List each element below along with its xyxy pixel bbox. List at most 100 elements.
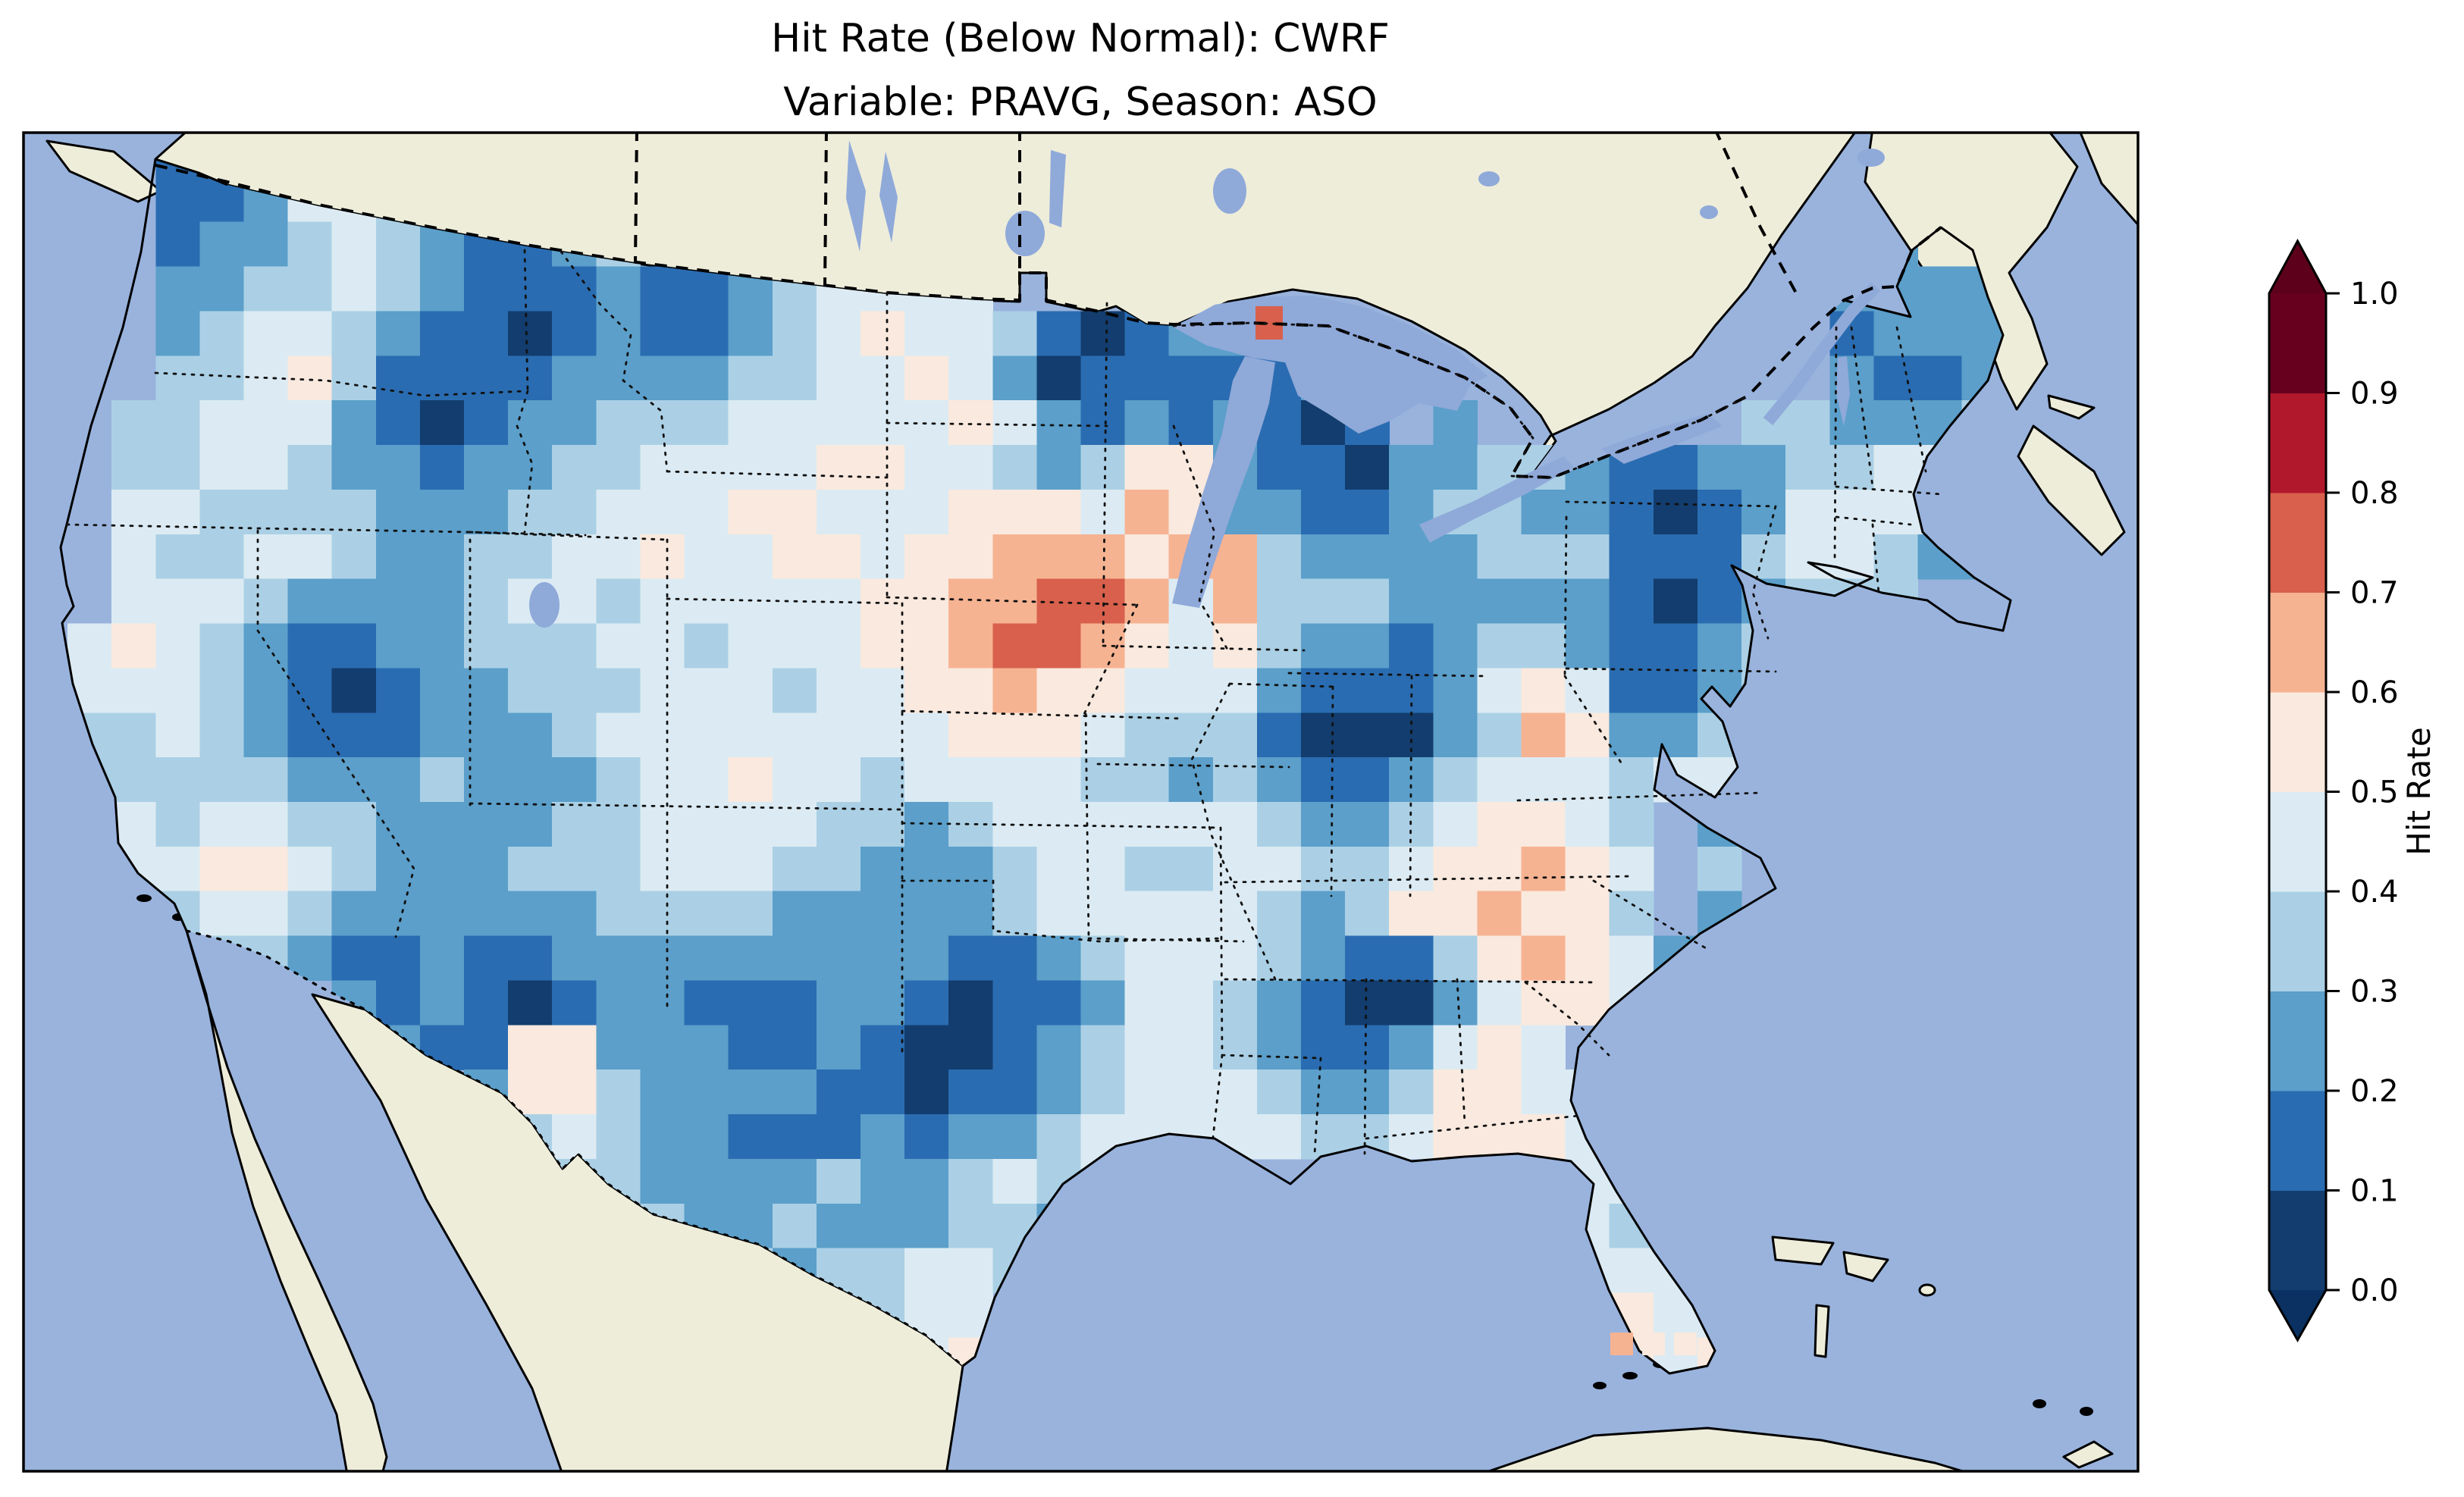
grid-cell [772,935,817,982]
colorbar-segment [2269,393,2326,493]
grid-cell [728,802,773,847]
grid-cell [640,445,685,490]
grid-cell [1256,846,1302,892]
grid-cell [1653,534,1698,580]
grid-cell [1521,980,1566,1026]
grid-cell [640,891,685,937]
grid-cell [1389,980,1434,1026]
grid-cell [1301,802,1346,847]
colorbar-arrow-under [2269,1290,2326,1340]
grid-cell [1433,445,1478,490]
grid-cell [948,578,993,625]
grid-cell [287,221,333,268]
grid-cell [596,668,641,713]
grid-cell [1698,489,1742,535]
grid-cell [992,1025,1037,1070]
grid-cell [419,802,465,847]
grid-cell [1345,668,1390,713]
grid-cell [1521,1070,1566,1115]
grid-cell [1036,355,1082,401]
grid-cell [552,935,597,982]
grid-cell [904,1203,949,1249]
grid-cell [1345,846,1390,892]
grid-cell [1433,1025,1478,1070]
grid-cell [1609,935,1654,982]
grid-cell [904,712,949,758]
grid-cell [684,935,729,982]
grid-cell [596,846,641,892]
grid-cell [375,623,421,669]
grid-cell [1345,712,1390,758]
grid-cell [1698,846,1742,892]
grid-cell [331,623,377,669]
grid-cell [904,846,949,892]
grid-cell [552,623,597,669]
grid-cell [1036,668,1082,713]
grid-cell [948,534,993,580]
grid-cell [1477,534,1522,580]
grid-cell [1433,712,1478,758]
grid-cell [728,1025,773,1070]
grid-cell [464,445,509,490]
grid-cell [904,1070,949,1115]
grid-cell [1609,712,1654,758]
grid-cell [861,1203,905,1249]
grid-cell [331,221,377,268]
grid-cell [1256,1025,1302,1070]
grid-cell [243,668,289,713]
grid-cell [199,445,245,490]
grid-cell [419,668,465,713]
colorbar-tick-label: 0.4 [2350,875,2399,910]
grid-cell [287,445,333,490]
grid-cell [1036,846,1082,892]
grid-cell [948,1114,993,1160]
grid-cell [508,802,553,847]
grid-cell [155,534,200,580]
grid-cell [375,534,421,580]
grid-cell [684,891,729,937]
grid-cell [1433,578,1478,625]
grid-cell [552,802,597,847]
grid-cell [1609,623,1654,669]
island-bahamas-3 [1814,1304,1830,1358]
grid-cell [464,802,509,847]
landmass-nova-scotia [2017,424,2126,556]
grid-cell [1036,1070,1082,1115]
florida-keys-2 [1622,1372,1638,1380]
grid-cell [1521,1025,1566,1070]
grid-cell [1609,1248,1654,1294]
grid-cell [287,846,333,892]
grid-cell [419,578,465,625]
grid-cell [155,177,200,223]
grid-cell [772,1158,817,1204]
grid-cell [684,445,729,490]
grid-cell [948,712,993,758]
grid-cell [1036,980,1082,1026]
grid-cell [419,980,465,1026]
grid-cell [1653,445,1698,490]
grid-cell [596,935,641,982]
grid-cell [1124,534,1170,580]
grid-cell [287,266,333,312]
grid-cell [1477,1025,1522,1070]
grid-cell [640,712,685,758]
grid-cell [1301,935,1346,982]
grid-cell [861,578,905,625]
grid-cell [111,668,156,713]
grid-cell [199,311,245,356]
grid-cell [772,534,817,580]
grid-cell [1301,623,1346,669]
lake-of-the-woods [1005,211,1045,256]
grid-cell [287,712,333,758]
grid-cell [508,712,553,758]
grid-cell [1212,623,1258,669]
grid-cell [1917,355,1963,401]
grid-cell [331,534,377,580]
grid-cell [419,534,465,580]
grid-cell [552,668,597,713]
grid-cell [816,846,861,892]
grid-cell [508,266,553,312]
grid-cell [948,980,993,1026]
grid-cell [155,221,200,268]
